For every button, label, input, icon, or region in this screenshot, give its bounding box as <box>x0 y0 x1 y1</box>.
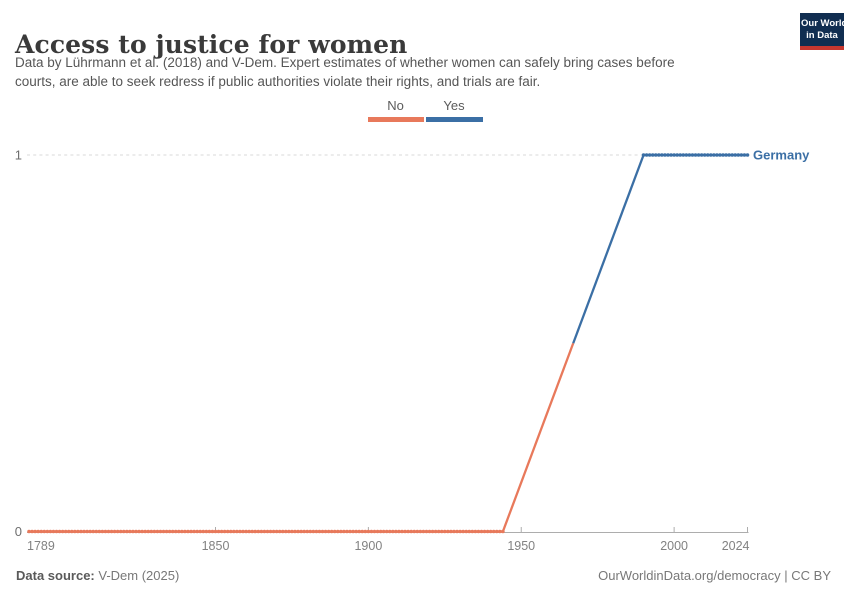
svg-text:1950: 1950 <box>507 539 535 553</box>
subtitle-line: Data by Lührmann et al. (2018) and V-Dem… <box>15 55 675 70</box>
owid-logo-line2: in Data <box>806 29 838 41</box>
data-source-value: V-Dem (2025) <box>98 568 180 583</box>
svg-text:2024: 2024 <box>722 539 750 553</box>
owid-footer-link[interactable]: OurWorldinData.org/democracy | CC BY <box>598 568 831 583</box>
legend: No Yes <box>0 99 850 122</box>
legend-swatch-no <box>367 117 424 122</box>
owid-logo-box: Our World in Data <box>800 13 848 46</box>
owid-logo-line1: Our World <box>801 18 848 29</box>
legend-label-no: No <box>387 98 404 113</box>
subtitle-line: courts, are able to seek redress if publ… <box>15 73 541 89</box>
legend-item-no[interactable]: No <box>367 98 424 122</box>
chart-subtitle: Data by Lührmann et al. (2018) and V-Dem… <box>15 54 760 91</box>
svg-text:1789: 1789 <box>27 539 55 553</box>
legend-item-yes[interactable]: Yes <box>425 98 483 122</box>
svg-text:0: 0 <box>15 524 22 539</box>
svg-text:1: 1 <box>15 148 22 163</box>
svg-text:1850: 1850 <box>202 539 230 553</box>
chart-footer: Data source: V-Dem (2025) OurWorldinData… <box>16 568 831 583</box>
svg-text:2000: 2000 <box>660 539 688 553</box>
svg-text:1900: 1900 <box>354 539 382 553</box>
data-source: Data source: V-Dem (2025) <box>16 568 179 583</box>
page-title: Access to justice for women <box>15 29 408 59</box>
svg-text:Germany: Germany <box>753 148 810 163</box>
owid-logo[interactable]: Our World in Data <box>800 13 848 51</box>
legend-label-yes: Yes <box>443 98 465 113</box>
legend-swatch-yes <box>425 117 483 122</box>
owid-logo-underline <box>800 45 844 51</box>
data-source-label: Data source: <box>16 568 95 583</box>
